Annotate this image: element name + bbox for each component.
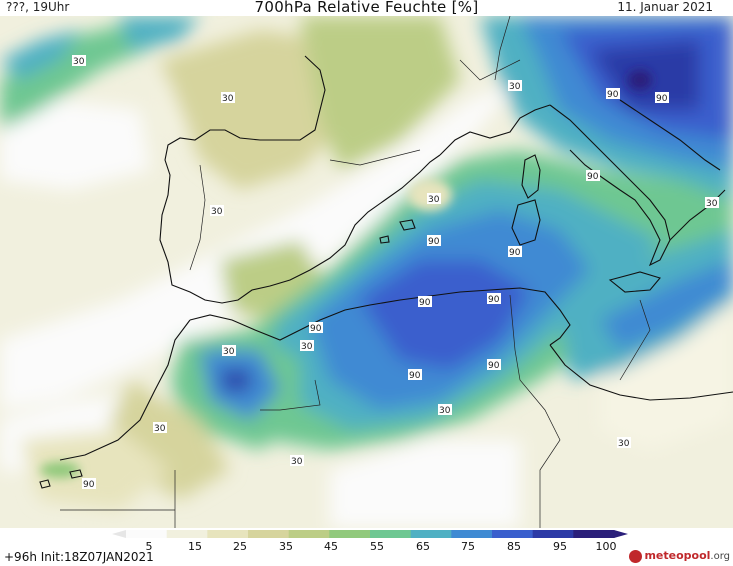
svg-text:30: 30	[618, 439, 630, 449]
contour-label: 90	[508, 246, 522, 258]
contour-label: 90	[586, 170, 600, 182]
brand-suffix: .org	[710, 551, 730, 562]
svg-text:30: 30	[154, 424, 166, 434]
colorbar-swatch	[532, 530, 574, 538]
colorbar-tick: 45	[324, 540, 338, 553]
colorbar-swatch	[573, 530, 615, 538]
humidity-map: 30 30 30 30 30 30 30 30 30 30 30 30 90 9…	[0, 16, 733, 528]
colorbar-swatch	[207, 530, 249, 538]
colorbar-tick: 95	[553, 540, 567, 553]
colorbar-tick: 85	[507, 540, 521, 553]
colorbar-arrow-left	[112, 530, 126, 538]
svg-text:90: 90	[83, 480, 95, 490]
contour-label: 90	[309, 322, 323, 334]
colorbar-tick: 55	[370, 540, 384, 553]
svg-text:90: 90	[310, 324, 322, 334]
header-bar: ???, 19Uhr 700hPa Relative Feuchte [%] 1…	[0, 0, 733, 18]
colorbar-tick: 65	[416, 540, 430, 553]
valid-date: 11. Januar 2021	[617, 0, 713, 14]
contour-label: 30	[300, 340, 314, 352]
coastlines	[39, 55, 733, 489]
init-time: Init:18Z07JAN2021	[40, 550, 154, 564]
contour-label: 90	[487, 293, 501, 305]
colorbar	[112, 530, 628, 538]
contour-label: 30	[508, 80, 522, 92]
svg-text:30: 30	[428, 195, 440, 205]
colorbar-swatch	[370, 530, 412, 538]
colorbar-tick: 35	[279, 540, 293, 553]
svg-text:30: 30	[439, 406, 451, 416]
colorbar-tick: 5	[145, 540, 153, 553]
svg-text:30: 30	[301, 342, 313, 352]
contour-label: 90	[655, 92, 669, 104]
footer-bar: 5 15 25 35 45 55 65 75 85 95 100 +96h In…	[0, 528, 733, 566]
svg-text:30: 30	[223, 347, 235, 357]
contour-labels: 30 30 30 30 30 30 30 30 30 30 30 30 90 9…	[72, 55, 719, 490]
svg-text:90: 90	[488, 361, 500, 371]
svg-text:90: 90	[488, 295, 500, 305]
contour-label: 30	[221, 92, 235, 104]
run-info: +96h Init:18Z07JAN2021	[4, 550, 154, 564]
svg-text:30: 30	[222, 94, 234, 104]
contour-label: 30	[427, 193, 441, 205]
contour-label: 90	[427, 235, 441, 247]
svg-text:90: 90	[587, 172, 599, 182]
brand-name: meteopool	[644, 549, 711, 562]
contour-label: 30	[72, 55, 86, 67]
contour-label: 30	[438, 404, 452, 416]
forecast-hour: +96h	[4, 550, 37, 564]
contour-label: 90	[418, 296, 432, 308]
colorbar-tick: 75	[461, 540, 475, 553]
contour-label: 90	[487, 359, 501, 371]
contour-label: 30	[153, 422, 167, 434]
contour-label: 30	[222, 345, 236, 357]
contour-label: 90	[82, 478, 96, 490]
svg-text:90: 90	[656, 94, 668, 104]
colorbar-swatch	[492, 530, 534, 538]
humidity-field	[0, 16, 733, 528]
colorbar-arrow-right	[614, 530, 628, 538]
svg-text:30: 30	[291, 457, 303, 467]
colorbar-tick: 15	[188, 540, 202, 553]
svg-text:90: 90	[419, 298, 431, 308]
valid-time: ???, 19Uhr	[6, 0, 70, 14]
svg-text:90: 90	[509, 248, 521, 258]
colorbar-swatch	[126, 530, 168, 538]
svg-text:90: 90	[409, 371, 421, 381]
contour-label: 30	[210, 205, 224, 217]
colorbar-swatch	[166, 530, 208, 538]
colorbar-swatch	[288, 530, 330, 538]
svg-text:90: 90	[607, 90, 619, 100]
brand-logo[interactable]: meteopool.org	[629, 549, 730, 563]
colorbar-swatch	[410, 530, 452, 538]
contour-label: 30	[705, 197, 719, 209]
colorbar-swatch	[451, 530, 493, 538]
colorbar-tick: 100	[595, 540, 617, 553]
country-borders	[60, 16, 651, 528]
contour-label: 30	[617, 437, 631, 449]
svg-text:30: 30	[509, 82, 521, 92]
map-title: 700hPa Relative Feuchte [%]	[254, 0, 479, 16]
svg-text:30: 30	[706, 199, 718, 209]
svg-text:90: 90	[428, 237, 440, 247]
colorbar-swatch	[248, 530, 290, 538]
contour-label: 30	[290, 455, 304, 467]
contour-label: 90	[408, 369, 422, 381]
logo-icon	[629, 549, 643, 563]
contour-label: 90	[606, 88, 620, 100]
colorbar-swatch	[329, 530, 371, 538]
colorbar-tick: 25	[233, 540, 247, 553]
svg-text:30: 30	[211, 207, 223, 217]
svg-text:30: 30	[73, 57, 85, 67]
